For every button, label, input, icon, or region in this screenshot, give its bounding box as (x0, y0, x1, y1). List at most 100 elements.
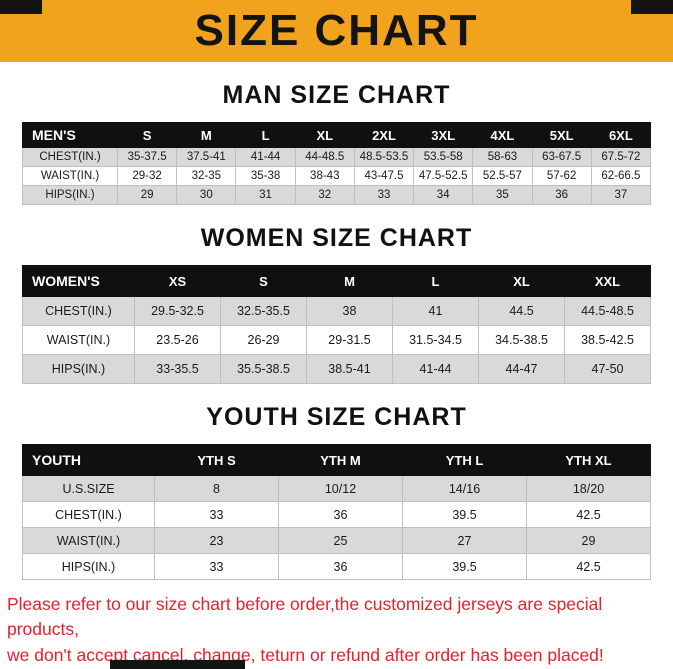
size-value-cell: 34 (413, 185, 474, 205)
size-column-header: XL (294, 122, 355, 148)
size-value-cell: 44-48.5 (294, 147, 355, 167)
size-value-cell: 33-35.5 (134, 354, 221, 384)
row-label: CHEST(IN.) (22, 501, 155, 528)
table-row: HIPS(IN.) 33-35.5 35.5-38.5 38.5-41 41-44 44-… (22, 354, 651, 384)
size-value-cell: 47.5-52.5 (413, 166, 474, 186)
table-title-cell: MEN'S (22, 122, 118, 148)
size-value-cell: 29-32 (116, 166, 178, 186)
size-value-cell: 38.5-41 (306, 354, 393, 384)
size-value-cell: 38 (306, 296, 393, 326)
size-value-cell: 32.5-35.5 (220, 296, 307, 326)
size-column-header: M (306, 265, 393, 297)
size-value-cell: 36 (278, 553, 403, 580)
table-row: HIPS(IN.) 29 30 31 32 33 34 35 36 37 (22, 185, 652, 205)
size-value-cell: 29.5-32.5 (134, 296, 221, 326)
men-section-heading: MAN SIZE CHART (222, 81, 451, 109)
top-left-corner-decoration (0, 0, 42, 14)
size-column-header: S (116, 122, 178, 148)
men-size-table: MEN'S S M L XL 2XL 3XL 4XL 5XL 6XL CHEST(IN.) 35-37… (22, 122, 652, 205)
table-header-row: MEN'S S M L XL 2XL 3XL 4XL 5XL 6XL (22, 122, 652, 148)
size-value-cell: 42.5 (526, 553, 651, 580)
bottom-left-decoration (110, 660, 245, 669)
size-value-cell: 63-67.5 (531, 147, 592, 167)
size-column-header: 5XL (531, 122, 592, 148)
size-value-cell: 36 (531, 185, 592, 205)
size-column-header: M (176, 122, 237, 148)
footer-line-1: Please refer to our size chart before or… (7, 594, 603, 640)
size-value-cell: 47-50 (564, 354, 651, 384)
row-label: WAIST(IN.) (22, 527, 155, 554)
size-value-cell: 37.5-41 (176, 147, 237, 167)
size-value-cell: 37 (590, 185, 652, 205)
row-label: CHEST(IN.) (22, 296, 135, 326)
size-value-cell: 14/16 (402, 475, 527, 502)
size-value-cell: 29 (116, 185, 178, 205)
size-value-cell: 38-43 (294, 166, 355, 186)
size-value-cell: 67.5-72 (590, 147, 652, 167)
table-header-row: YOUTH YTH S YTH M YTH L YTH XL (22, 444, 651, 476)
size-value-cell: 29-31.5 (306, 325, 393, 355)
size-column-header: L (392, 265, 479, 297)
size-column-header: 3XL (413, 122, 474, 148)
table-row: CHEST(IN.) 35-37.5 37.5-41 41-44 44-48.5 48.5… (22, 147, 652, 167)
size-value-cell: 38.5-42.5 (564, 325, 651, 355)
size-value-cell: 32-35 (176, 166, 237, 186)
size-value-cell: 58-63 (472, 147, 533, 167)
size-value-cell: 26-29 (220, 325, 307, 355)
size-value-cell: 35.5-38.5 (220, 354, 307, 384)
page-title: SIZE CHART (194, 6, 479, 55)
size-value-cell: 33 (154, 501, 279, 528)
size-value-cell: 44.5 (478, 296, 565, 326)
top-right-corner-decoration (631, 0, 673, 14)
size-column-header: S (220, 265, 307, 297)
women-section-heading: WOMEN SIZE CHART (200, 224, 473, 252)
size-column-header: YTH S (154, 444, 279, 476)
size-value-cell: 18/20 (526, 475, 651, 502)
row-label: HIPS(IN.) (22, 354, 135, 384)
size-value-cell: 31 (235, 185, 296, 205)
size-column-header: YTH XL (526, 444, 651, 476)
table-row: CHEST(IN.) 33 36 39.5 42.5 (22, 501, 651, 528)
size-column-header: YTH M (278, 444, 403, 476)
size-value-cell: 34.5-38.5 (478, 325, 565, 355)
banner: SIZE CHART (0, 0, 673, 62)
size-value-cell: 41-44 (392, 354, 479, 384)
men-size-section: MAN SIZE CHART MEN'S S M L XL 2XL 3XL 4XL 5XL 6XL… (0, 81, 673, 205)
size-column-header: XS (134, 265, 221, 297)
table-row: HIPS(IN.) 33 36 39.5 42.5 (22, 553, 651, 580)
row-label: CHEST(IN.) (22, 147, 118, 167)
size-value-cell: 10/12 (278, 475, 403, 502)
table-row: CHEST(IN.) 29.5-32.5 32.5-35.5 38 41 44.5 44.5… (22, 296, 651, 326)
size-column-header: 4XL (472, 122, 533, 148)
row-label: HIPS(IN.) (22, 553, 155, 580)
size-value-cell: 44.5-48.5 (564, 296, 651, 326)
youth-size-table: YOUTH YTH S YTH M YTH L YTH XL U.S.SIZE 8 10/12… (22, 444, 651, 580)
size-value-cell: 33 (353, 185, 415, 205)
size-value-cell: 42.5 (526, 501, 651, 528)
size-value-cell: 48.5-53.5 (353, 147, 415, 167)
size-value-cell: 57-62 (531, 166, 592, 186)
table-row: WAIST(IN.) 23.5-26 26-29 29-31.5 31.5-34.5 34… (22, 325, 651, 355)
size-value-cell: 35-38 (235, 166, 296, 186)
size-value-cell: 36 (278, 501, 403, 528)
row-label: WAIST(IN.) (22, 166, 118, 186)
size-value-cell: 23.5-26 (134, 325, 221, 355)
size-column-header: 2XL (353, 122, 415, 148)
size-value-cell: 53.5-58 (413, 147, 474, 167)
size-column-header: XL (478, 265, 565, 297)
table-row: WAIST(IN.) 29-32 32-35 35-38 38-43 43-47.5 47.… (22, 166, 652, 186)
footer-line-2: we don't accept cancel, change, teturn o… (7, 644, 604, 665)
row-label: WAIST(IN.) (22, 325, 135, 355)
youth-size-section: YOUTH SIZE CHART YOUTH YTH S YTH M YTH L YTH… (0, 403, 673, 580)
size-value-cell: 33 (154, 553, 279, 580)
size-value-cell: 39.5 (402, 553, 527, 580)
size-value-cell: 43-47.5 (353, 166, 415, 186)
table-title-cell: YOUTH (22, 444, 155, 476)
size-value-cell: 30 (176, 185, 237, 205)
size-value-cell: 35 (472, 185, 533, 205)
size-column-header: YTH L (402, 444, 527, 476)
size-value-cell: 52.5-57 (472, 166, 533, 186)
footer-note: Please refer to our size chart before or… (7, 592, 673, 668)
size-value-cell: 44-47 (478, 354, 565, 384)
